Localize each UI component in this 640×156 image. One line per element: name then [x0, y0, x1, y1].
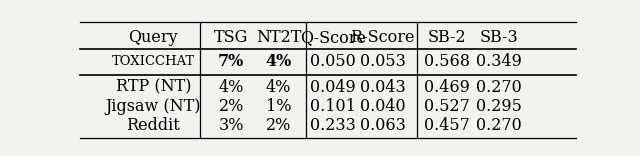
Text: 0.063: 0.063 — [360, 117, 406, 134]
Text: R-Score: R-Score — [350, 29, 415, 46]
Text: 0.457: 0.457 — [424, 117, 470, 134]
Text: 7%: 7% — [218, 54, 244, 71]
Text: 4%: 4% — [266, 79, 291, 96]
Text: SB-3: SB-3 — [480, 29, 518, 46]
Text: 0.040: 0.040 — [360, 98, 405, 115]
Text: 2%: 2% — [219, 98, 244, 115]
Text: 0.270: 0.270 — [476, 79, 522, 96]
Text: Jigsaw (NT): Jigsaw (NT) — [106, 98, 201, 115]
Text: Query: Query — [129, 29, 178, 46]
Text: 4%: 4% — [219, 79, 244, 96]
Text: Reddit: Reddit — [127, 117, 180, 134]
Text: 0.101: 0.101 — [310, 98, 356, 115]
Text: 0.049: 0.049 — [310, 79, 356, 96]
Text: 0.349: 0.349 — [476, 54, 522, 71]
Text: TSG: TSG — [214, 29, 248, 46]
Text: 0.568: 0.568 — [424, 54, 470, 71]
Text: 0.527: 0.527 — [424, 98, 470, 115]
Text: 0.233: 0.233 — [310, 117, 356, 134]
Text: 0.469: 0.469 — [424, 79, 470, 96]
Text: 3%: 3% — [218, 117, 244, 134]
Text: 4%: 4% — [265, 54, 292, 71]
Text: 0.050: 0.050 — [310, 54, 356, 71]
Text: 0.270: 0.270 — [476, 117, 522, 134]
Text: 2%: 2% — [266, 117, 291, 134]
Text: SB-2: SB-2 — [428, 29, 467, 46]
Text: RTP (NT): RTP (NT) — [116, 79, 191, 96]
Text: 1%: 1% — [266, 98, 291, 115]
Text: 0.043: 0.043 — [360, 79, 405, 96]
Text: 0.053: 0.053 — [360, 54, 406, 71]
Text: TOXICCHAT: TOXICCHAT — [112, 56, 195, 68]
Text: Q-Score: Q-Score — [300, 29, 366, 46]
Text: NT2T: NT2T — [256, 29, 301, 46]
Text: 0.295: 0.295 — [476, 98, 522, 115]
